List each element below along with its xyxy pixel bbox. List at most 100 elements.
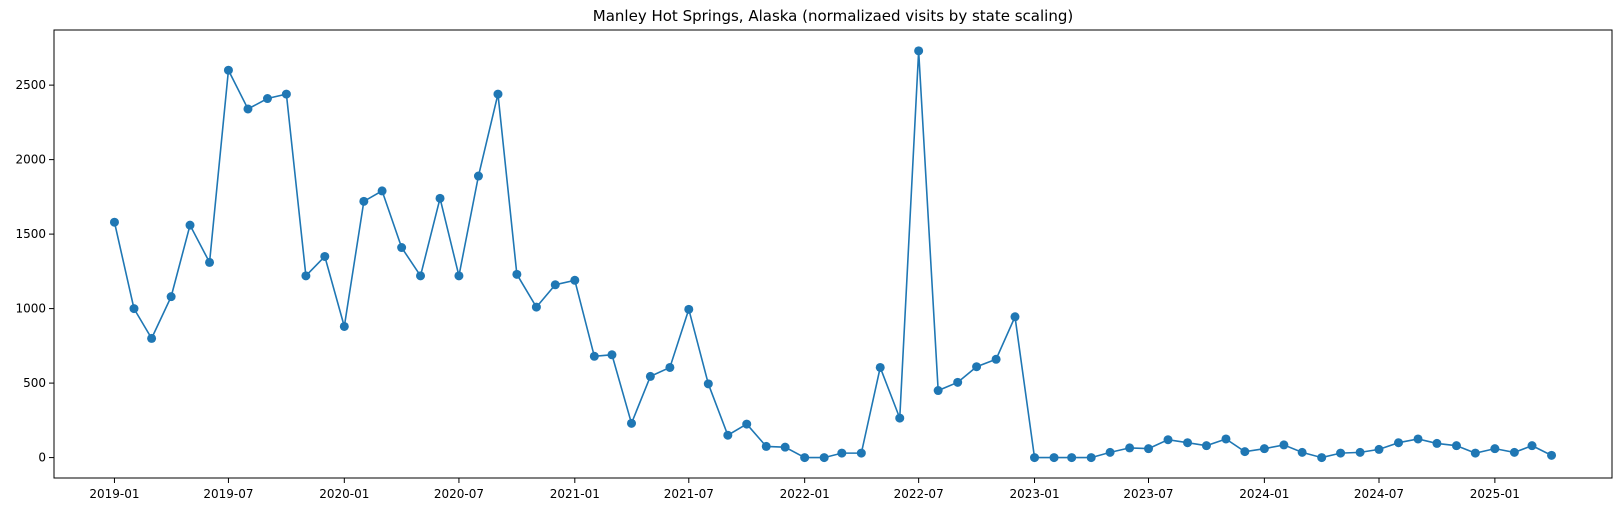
data-point — [723, 430, 733, 440]
data-point — [1030, 453, 1040, 463]
data-point — [953, 377, 963, 387]
data-point — [1432, 438, 1442, 448]
x-tick-label: 2025-01 — [1470, 487, 1520, 501]
data-point — [665, 362, 675, 372]
data-point — [972, 362, 982, 372]
data-point — [570, 275, 580, 285]
data-point — [1394, 438, 1404, 448]
x-tick-label: 2021-01 — [550, 487, 600, 501]
data-point — [339, 321, 349, 331]
data-point — [1144, 444, 1154, 454]
data-point — [454, 271, 464, 281]
data-point — [1317, 453, 1327, 463]
data-point — [1336, 448, 1346, 458]
data-point — [895, 413, 905, 423]
y-tick-label: 2000 — [15, 153, 46, 167]
data-point — [1547, 450, 1557, 460]
x-axis: 2019-01 2019-07 2020-01 2020-07 2021-01 2021-… — [89, 478, 1520, 501]
x-tick-label: 2021-07 — [664, 487, 714, 501]
data-point — [129, 304, 139, 314]
data-point — [473, 171, 483, 181]
data-point — [416, 271, 426, 281]
data-point — [1470, 448, 1480, 458]
data-point — [223, 65, 233, 75]
data-point — [550, 280, 560, 290]
data-point — [1049, 453, 1059, 463]
data-point — [1413, 434, 1423, 444]
data-point — [856, 448, 866, 458]
x-tick-label: 2023-07 — [1123, 487, 1173, 501]
data-point — [626, 418, 636, 428]
data-point — [1527, 441, 1537, 451]
data-point — [320, 251, 330, 261]
data-point — [837, 448, 847, 458]
chart-title: Manley Hot Springs, Alaska (normalizaed … — [593, 7, 1073, 25]
data-point — [991, 354, 1001, 364]
data-point — [1125, 443, 1135, 453]
x-tick-label: 2024-07 — [1354, 487, 1404, 501]
data-point — [1067, 453, 1077, 463]
data-point — [1451, 441, 1461, 451]
data-point — [1221, 434, 1231, 444]
x-tick-label: 2019-07 — [203, 487, 253, 501]
data-point — [703, 379, 713, 389]
data-point — [607, 350, 617, 360]
data-point — [589, 351, 599, 361]
data-point — [185, 220, 195, 230]
data-point — [1374, 444, 1384, 454]
x-tick-label: 2023-01 — [1009, 487, 1059, 501]
data-point — [281, 89, 291, 99]
y-tick-label: 2500 — [15, 78, 46, 92]
data-point — [435, 193, 445, 203]
data-point — [742, 419, 752, 429]
data-point — [397, 243, 407, 253]
data-point — [645, 371, 655, 381]
data-point — [1259, 444, 1269, 454]
data-point — [512, 269, 522, 279]
axes-frame — [53, 29, 1613, 479]
data-point — [147, 333, 157, 343]
data-point — [819, 453, 829, 463]
x-tick-label: 2022-01 — [780, 487, 830, 501]
data-point — [1086, 453, 1096, 463]
data-point — [1183, 438, 1193, 448]
data-point — [301, 271, 311, 281]
data-point — [1105, 447, 1115, 457]
x-tick-label: 2020-07 — [434, 487, 484, 501]
data-point — [243, 104, 253, 114]
data-point — [493, 89, 503, 99]
y-axis: 0 500 1000 1500 2000 2500 — [15, 78, 54, 465]
data-point — [875, 362, 885, 372]
data-point — [1509, 447, 1519, 457]
data-point — [377, 186, 387, 196]
data-point — [761, 441, 771, 451]
data-point — [262, 94, 272, 104]
x-tick-label: 2020-01 — [319, 487, 369, 501]
y-tick-label: 1500 — [15, 227, 46, 241]
data-point — [933, 386, 943, 396]
y-tick-label: 0 — [38, 451, 46, 465]
data-point — [1297, 447, 1307, 457]
data-point — [780, 442, 790, 452]
data-point — [205, 257, 215, 267]
data-point — [1010, 312, 1020, 322]
data-point — [109, 217, 119, 227]
data-point — [914, 46, 924, 56]
x-tick-label: 2022-07 — [894, 487, 944, 501]
data-point — [1240, 447, 1250, 457]
plot-area — [109, 46, 1557, 463]
data-point — [1163, 435, 1173, 445]
series-line — [113, 50, 1552, 459]
data-point — [1490, 444, 1500, 454]
data-point — [359, 196, 369, 206]
data-point — [1355, 447, 1365, 457]
y-tick-label: 1000 — [15, 302, 46, 316]
data-point — [800, 453, 810, 463]
data-point — [1201, 441, 1211, 451]
x-tick-label: 2024-01 — [1239, 487, 1289, 501]
y-tick-label: 500 — [23, 376, 46, 390]
data-point — [531, 302, 541, 312]
x-tick-label: 2019-01 — [89, 487, 139, 501]
data-point — [684, 304, 694, 314]
